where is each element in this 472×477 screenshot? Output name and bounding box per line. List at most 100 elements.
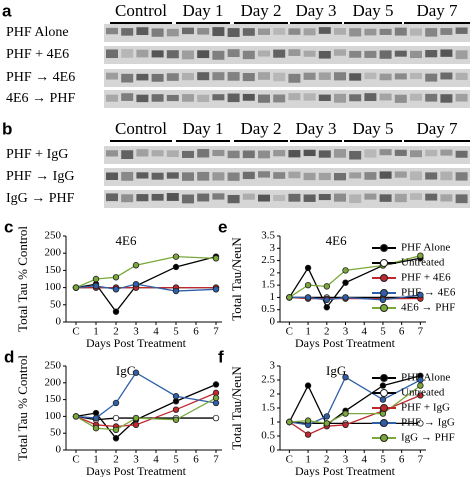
chart-title: IgG xyxy=(326,363,346,378)
y-tick-label: 3 xyxy=(270,360,276,372)
chart-title: 4E6 xyxy=(116,233,137,248)
blot-band xyxy=(197,94,210,103)
blot-band xyxy=(288,73,301,83)
data-point xyxy=(72,413,80,420)
row-label: IgG → PHF xyxy=(6,191,75,206)
x-axis-label: Days Post Treatment xyxy=(86,464,187,477)
blot-band xyxy=(197,149,210,158)
series-line xyxy=(75,283,217,292)
y-tick-label: 250 xyxy=(45,230,62,242)
data-point xyxy=(172,393,180,400)
data-point xyxy=(212,381,220,388)
blot-band xyxy=(364,172,377,180)
lane-header: Day 5 xyxy=(352,119,393,138)
blot-band xyxy=(121,28,134,36)
blot-band xyxy=(349,150,362,160)
x-tick-label: 2 xyxy=(324,454,330,466)
series-line xyxy=(75,392,217,428)
blot-band xyxy=(151,172,164,180)
y-tick-label: 2.5 xyxy=(261,374,275,386)
x-tick-label: 7 xyxy=(418,326,424,338)
blot-band xyxy=(303,28,316,36)
blot-band xyxy=(273,194,286,202)
series-line xyxy=(75,397,217,431)
blot-band xyxy=(425,172,438,180)
blot-band xyxy=(440,72,453,80)
legend-label: PHF → IgG xyxy=(401,417,455,429)
blot-background xyxy=(104,168,470,186)
blot-band xyxy=(440,94,453,103)
y-axis-label: Total Tau % Control xyxy=(15,226,30,332)
y-tick-label: 200 xyxy=(45,247,62,259)
blot-band xyxy=(197,50,210,59)
blot-band xyxy=(455,27,468,34)
lane-header: Day 3 xyxy=(295,119,336,138)
blot-band xyxy=(364,28,377,36)
data-point xyxy=(72,284,80,291)
blot-band xyxy=(394,73,407,80)
legend-label: PHF Alone xyxy=(401,242,450,254)
blot-band xyxy=(440,28,453,35)
chart-title: 4E6 xyxy=(326,233,347,248)
x-tick-label: 1 xyxy=(93,326,99,338)
legend-label: IgG → PHF xyxy=(401,432,455,444)
x-tick-label: 4 xyxy=(361,326,367,338)
y-tick-label: 250 xyxy=(45,360,62,372)
x-tick-label: 2 xyxy=(113,454,119,466)
blot-band xyxy=(106,150,118,157)
y-tick-label: 200 xyxy=(45,376,62,388)
blot-band xyxy=(136,149,149,157)
y-axis-label: Total Tau/NeuN xyxy=(229,237,244,321)
y-tick-label: 100 xyxy=(45,281,62,293)
blot-band xyxy=(334,172,346,181)
panel-label: d xyxy=(4,347,14,366)
data-point xyxy=(172,287,180,295)
blot-band xyxy=(303,93,316,101)
blot-band xyxy=(455,172,468,181)
blot-band xyxy=(258,171,270,178)
x-tick-label: 3 xyxy=(133,326,139,338)
data-point xyxy=(323,413,330,420)
header-bg xyxy=(404,120,470,140)
header-bg xyxy=(176,120,230,140)
blot-band xyxy=(425,149,438,157)
y-tick-label: 50 xyxy=(50,298,62,310)
series-line xyxy=(75,255,217,289)
panel-label: a xyxy=(2,1,12,20)
x-tick-label: 5 xyxy=(173,454,179,466)
blot-band xyxy=(318,50,331,59)
x-axis-label: Days Post Treatment xyxy=(86,336,187,350)
blot-band xyxy=(273,172,286,179)
blot-band xyxy=(166,50,179,59)
lane-header: Day 3 xyxy=(295,1,336,20)
y-tick-label: 1.5 xyxy=(261,402,275,414)
blot-band xyxy=(440,149,453,156)
data-point xyxy=(112,308,120,315)
blot-background xyxy=(104,146,470,164)
y-tick-label: 0 xyxy=(56,444,62,456)
y-tick-label: 3 xyxy=(270,242,276,254)
legend-marker xyxy=(380,289,388,297)
x-tick-label: 2 xyxy=(324,326,330,338)
row-label: 4E6 → PHF xyxy=(6,91,75,106)
y-tick-label: 1 xyxy=(270,416,276,428)
legend-marker xyxy=(380,374,388,382)
header-bg xyxy=(404,2,470,22)
data-point xyxy=(379,382,387,389)
blot-band xyxy=(136,27,149,36)
blot-band xyxy=(136,194,149,202)
blot-band xyxy=(440,194,453,202)
blot-band xyxy=(394,149,407,156)
blot-band xyxy=(182,94,194,102)
blot-band xyxy=(242,50,255,60)
y-tick-label: 0 xyxy=(270,444,276,456)
data-point xyxy=(323,296,330,304)
blot-band xyxy=(136,172,149,179)
y-tick-label: 1.5 xyxy=(261,279,275,291)
blot-band xyxy=(318,150,331,158)
data-point xyxy=(379,296,387,304)
x-tick-label: 6 xyxy=(193,454,199,466)
blot-band xyxy=(410,72,422,80)
x-tick-label: 5 xyxy=(173,326,179,338)
legend-marker xyxy=(380,404,388,412)
